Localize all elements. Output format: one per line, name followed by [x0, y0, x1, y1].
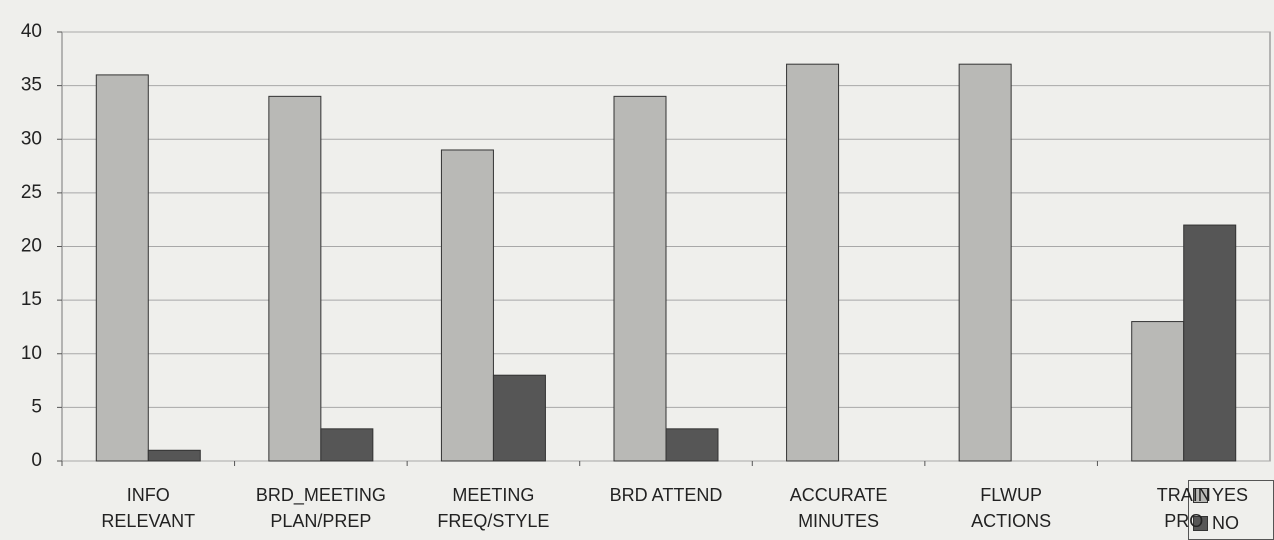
y-tick-label: 20: [21, 236, 42, 257]
y-tick-label: 25: [21, 182, 42, 203]
x-tick-label: BRD_MEETING PLAN/PREP: [255, 485, 386, 531]
bar: [958, 63, 1012, 462]
bar: [320, 428, 374, 462]
bar: [1183, 224, 1237, 462]
y-tick-label: 5: [31, 396, 42, 417]
bar: [268, 95, 322, 462]
bar: [440, 149, 494, 462]
x-tick-label: BRD ATTEND: [609, 485, 723, 505]
bar: [95, 74, 149, 462]
y-tick-label: 15: [21, 289, 42, 310]
legend-item: NO: [1189, 509, 1273, 537]
bar: [786, 63, 840, 462]
bar: [147, 449, 201, 462]
bar: [1131, 321, 1185, 462]
y-tick-label: 0: [31, 450, 42, 471]
legend-label: YES: [1212, 484, 1249, 505]
legend-swatch: [1193, 515, 1208, 531]
y-tick-label: 30: [21, 128, 42, 149]
legend-label: NO: [1212, 512, 1239, 533]
legend-item: YES: [1189, 481, 1273, 509]
x-tick-label: MEETING FREQ/STYLE: [437, 485, 550, 531]
bar: [492, 374, 546, 462]
bar: [665, 428, 719, 462]
x-tick-label: ACCURATE MINUTES: [789, 485, 888, 531]
x-tick-label: TRAIN PRO: [1156, 485, 1211, 531]
x-tick-label: INFO RELEVANT: [101, 485, 196, 531]
legend-swatch: [1193, 487, 1208, 503]
y-tick-label: 35: [21, 75, 42, 96]
y-tick-label: 10: [21, 343, 42, 364]
bar: [613, 95, 667, 462]
x-tick-label: FLWUP ACTIONS: [971, 485, 1052, 531]
y-tick-label: 40: [21, 21, 42, 42]
